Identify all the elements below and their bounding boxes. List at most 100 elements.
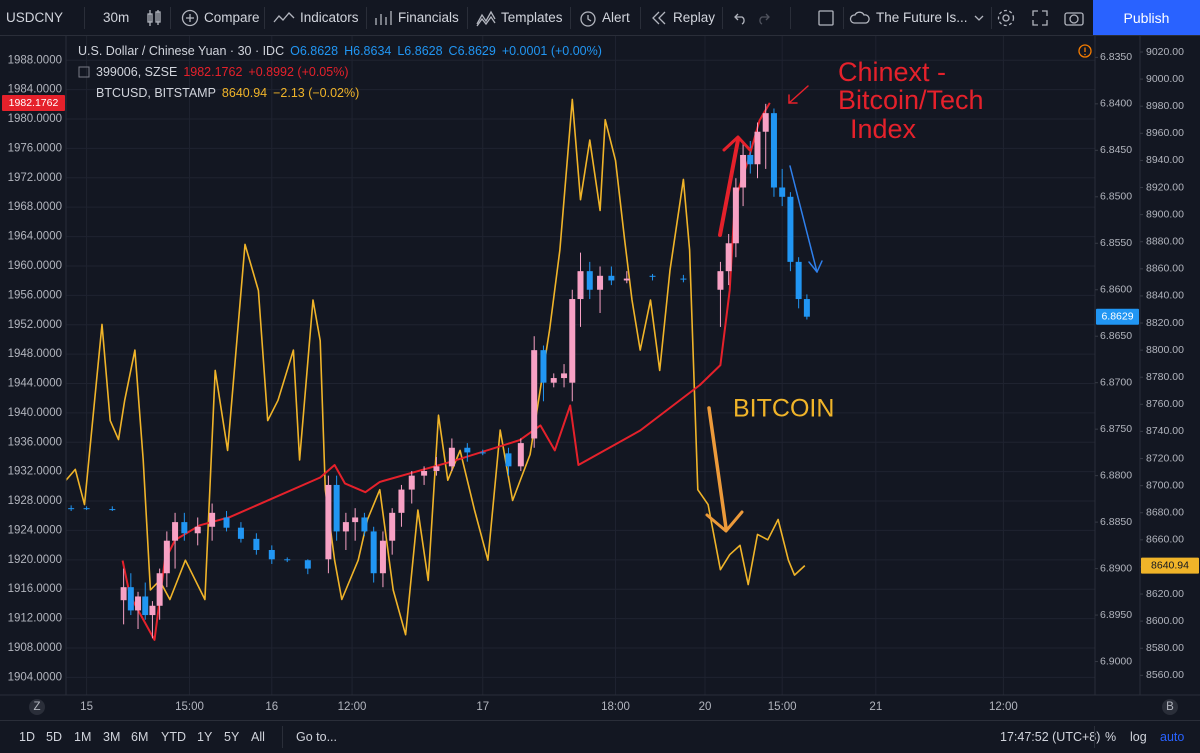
layout-toggle[interactable] — [817, 0, 835, 35]
separator — [467, 7, 468, 29]
legend-value: C6.8629 — [448, 43, 496, 58]
y2-tick-label: 1952.0000 — [8, 319, 62, 331]
separator — [282, 726, 283, 748]
range-button[interactable]: 1M — [74, 730, 92, 744]
alert-button[interactable]: Alert — [579, 0, 630, 35]
compare-button[interactable]: Compare — [181, 0, 260, 35]
annotation: Chinext - — [838, 57, 946, 87]
goto-button[interactable]: Go to... — [296, 730, 337, 744]
candle-body — [464, 447, 471, 453]
legend-change: −2.13 (−0.02%) — [273, 85, 360, 100]
compare-label: Compare — [204, 10, 260, 25]
y2-tick-label: 1928.0000 — [8, 495, 62, 507]
x-tick-label: 21 — [869, 701, 882, 713]
redo-button[interactable] — [757, 0, 773, 35]
range-button[interactable]: 5D — [46, 730, 62, 744]
arrow — [718, 138, 740, 237]
y2-tick-label: 1904.0000 — [8, 671, 62, 683]
layout-button[interactable]: The Future Is... — [849, 0, 985, 35]
publish-button[interactable]: Publish — [1093, 0, 1200, 35]
legend-name: 399006, SZSE — [96, 64, 178, 79]
templates-button[interactable]: Templates — [476, 0, 563, 35]
indicators-button[interactable]: Indicators — [273, 0, 359, 35]
candle-body — [408, 475, 415, 490]
y2-tick-label: 1960.0000 — [8, 260, 62, 272]
legend-values: O6.8628 H6.8634 L6.8628 C6.8629 +0.0001 (+0.… — [290, 44, 602, 58]
y3-tick-label: 8820.00 — [1146, 317, 1184, 329]
arrow — [707, 406, 728, 530]
candle-body — [142, 596, 149, 616]
candle-body — [787, 196, 794, 262]
candle-body — [803, 299, 810, 317]
legend-row: U.S. Dollar / Chinese Yuan · 30 · IDC O6… — [78, 40, 602, 61]
y-tick-label: 6.8750 — [1100, 423, 1132, 435]
arrow — [789, 165, 818, 273]
y2-tick-label: 1916.0000 — [8, 583, 62, 595]
annotations: Chinext - Bitcoin/Tech Index BITCOIN Z B — [29, 44, 1178, 715]
range-button[interactable]: 1D — [19, 730, 35, 744]
separator — [1094, 726, 1095, 748]
undo-button[interactable] — [731, 0, 747, 35]
snapshot-button[interactable] — [1064, 0, 1084, 35]
log-toggle[interactable]: log — [1130, 730, 1147, 744]
candle-body — [725, 243, 732, 272]
candle-body — [569, 299, 576, 383]
scale-button[interactable]: Z — [29, 699, 45, 715]
separator — [366, 7, 367, 29]
range-button[interactable]: All — [251, 730, 265, 744]
y3-tick-label: 8900.00 — [1146, 208, 1184, 220]
grid — [66, 36, 1095, 695]
settings-button[interactable] — [996, 0, 1016, 35]
x-tick-label: 18:00 — [601, 701, 630, 713]
y3-tick-label: 9020.00 — [1146, 46, 1184, 58]
replay-button[interactable]: Replay — [650, 0, 715, 35]
y3-tick-label: 8680.00 — [1146, 507, 1184, 519]
financials-button[interactable]: Financials — [373, 0, 459, 35]
y2-tick-label: 1980.0000 — [8, 113, 62, 125]
y2-tick-label: 1964.0000 — [8, 231, 62, 243]
arrows — [705, 85, 823, 533]
candle-body — [517, 443, 524, 467]
y3-tick-label: 8580.00 — [1146, 642, 1184, 654]
y-tick-label: 6.8900 — [1100, 562, 1132, 574]
chart-type-button[interactable] — [146, 0, 162, 35]
candle-body — [68, 508, 75, 510]
symbol: USDCNY — [6, 10, 64, 25]
candle-body — [448, 447, 455, 467]
range-button[interactable]: 6M — [131, 730, 149, 744]
candle-body — [194, 526, 201, 534]
x-tick-label: 12:00 — [989, 701, 1018, 713]
separator — [640, 7, 641, 29]
candle-body — [253, 538, 260, 551]
separator — [991, 7, 992, 29]
scale-button[interactable]: B — [1162, 699, 1178, 715]
range-button[interactable]: 1Y — [197, 730, 213, 744]
range-button[interactable]: 3M — [103, 730, 121, 744]
x-tick-label: 15:00 — [768, 701, 797, 713]
candle-body — [623, 278, 630, 281]
replay-label: Replay — [673, 10, 716, 25]
percent-toggle[interactable]: % — [1105, 730, 1117, 744]
warning-icon[interactable] — [1078, 44, 1092, 58]
x-tick-label: 20 — [699, 701, 712, 713]
interval-button[interactable]: 30m — [103, 0, 129, 35]
fullscreen-button[interactable] — [1031, 0, 1049, 35]
symbol-search[interactable]: USDCNY — [6, 0, 63, 35]
range-button[interactable]: YTD — [161, 730, 186, 744]
price-label: 6.8629 — [1101, 310, 1133, 322]
y-tick-label: 6.8450 — [1100, 144, 1132, 156]
candle-body — [379, 540, 386, 574]
legend-icon[interactable] — [78, 66, 90, 78]
candle-body — [398, 489, 405, 513]
candle-body — [586, 271, 593, 290]
y2-tick-label: 1948.0000 — [8, 348, 62, 360]
layout-name: The Future Is... — [876, 10, 968, 25]
separator — [84, 7, 85, 29]
auto-toggle[interactable]: auto — [1160, 730, 1185, 744]
range-button[interactable]: 5Y — [224, 730, 240, 744]
y3-tick-label: 8620.00 — [1146, 588, 1184, 600]
candle-body — [561, 373, 568, 379]
arrow-head — [705, 510, 744, 533]
candle-body — [370, 531, 377, 574]
